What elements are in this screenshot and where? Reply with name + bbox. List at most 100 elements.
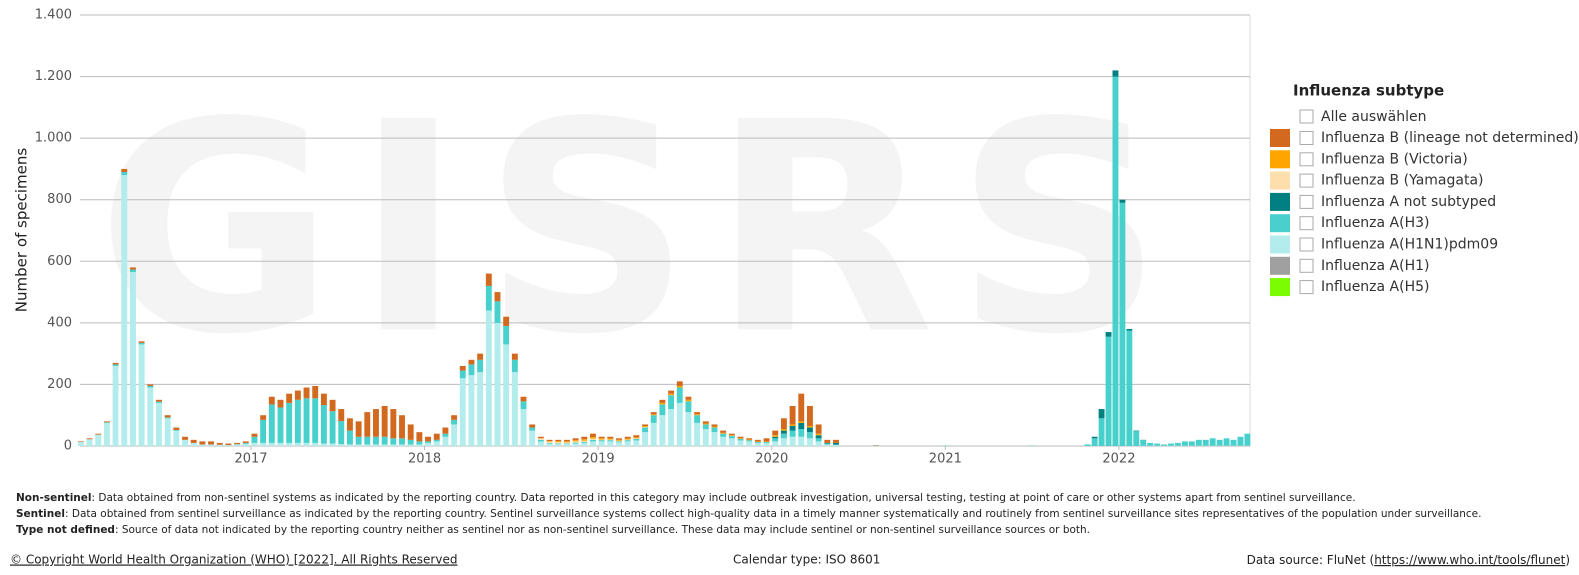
y-tick-label: 1.000 — [35, 131, 72, 146]
bar-segment — [563, 443, 570, 445]
bar-segment — [563, 442, 570, 444]
bar-segment — [833, 439, 839, 443]
bar-segment — [642, 425, 648, 427]
legend-label[interactable]: Influenza A(H3) — [1321, 215, 1430, 231]
bar-segment — [442, 433, 449, 437]
bar-segment — [1084, 444, 1091, 446]
bar-segment — [1112, 76, 1119, 447]
bar-segment — [642, 432, 648, 446]
bar-segment — [702, 423, 709, 425]
copyright[interactable]: © Copyright World Health Organization (W… — [10, 553, 457, 567]
bar-segment — [728, 435, 735, 439]
bar-segment — [242, 443, 249, 446]
bar-segment — [216, 442, 223, 445]
checkbox[interactable] — [1299, 109, 1314, 124]
bar-segment — [789, 405, 796, 425]
bar-segment — [572, 442, 579, 444]
bar-segment — [164, 417, 171, 419]
bar-segment — [268, 404, 275, 443]
checkbox[interactable] — [1299, 258, 1314, 273]
bar-segment — [459, 370, 466, 379]
bar-segment — [685, 401, 692, 413]
bar-segment — [268, 396, 275, 405]
legend-label[interactable]: Influenza A(H5) — [1321, 279, 1430, 295]
bar-segment — [529, 427, 536, 431]
bar-segment — [815, 435, 822, 439]
bar-segment — [563, 439, 570, 442]
legend-select-all[interactable]: Alle auswählen — [1321, 109, 1426, 125]
bar-segment — [364, 412, 371, 437]
bar-segment — [234, 442, 241, 445]
bar-segment — [746, 438, 753, 440]
bar-segment — [216, 444, 223, 446]
bar-segment — [806, 425, 813, 428]
bar-segment — [407, 439, 414, 445]
bar-segment — [590, 433, 596, 438]
bar-segment — [1195, 439, 1202, 446]
bar-segment — [234, 444, 241, 446]
bar-segment — [590, 441, 596, 446]
bar-segment — [780, 429, 787, 431]
legend-label[interactable]: Influenza B (lineage not determined) — [1321, 130, 1579, 146]
bar-segment — [503, 325, 510, 345]
checkbox[interactable] — [1299, 152, 1314, 167]
checkbox[interactable] — [1299, 280, 1314, 295]
bar-segment — [711, 426, 718, 428]
bar-segment — [1237, 436, 1244, 446]
checkbox[interactable] — [1299, 216, 1314, 231]
bar-segment — [642, 426, 648, 428]
x-tick-label: 2018 — [408, 452, 441, 467]
bar-segment — [833, 444, 839, 446]
bar-segment — [494, 322, 501, 446]
legend-label[interactable]: Influenza B (Yamagata) — [1321, 173, 1484, 189]
bar-segment — [390, 409, 397, 439]
bar-segment — [346, 418, 353, 431]
bar-segment — [112, 364, 119, 366]
bar-segment — [511, 359, 518, 373]
bar-segment — [364, 444, 371, 446]
bar-segment — [676, 387, 683, 403]
bar-segment — [1223, 438, 1230, 446]
bar-segment — [824, 443, 831, 445]
bar-segment — [590, 438, 596, 440]
bar-segment — [459, 365, 466, 371]
bar-segment — [156, 399, 162, 402]
bar-segment — [1188, 441, 1195, 446]
bar-segment — [1126, 329, 1133, 331]
bar-segment — [798, 429, 805, 437]
bar-segment — [555, 444, 562, 446]
checkbox[interactable] — [1299, 194, 1314, 209]
bar-segment — [772, 438, 779, 442]
bar-segment — [806, 427, 813, 433]
bar-segment — [373, 409, 379, 437]
checkbox[interactable] — [1299, 173, 1314, 188]
checkbox[interactable] — [1299, 131, 1314, 145]
bar-segment — [138, 344, 145, 446]
bar-segment — [746, 440, 753, 442]
bar-segment — [1209, 438, 1216, 446]
bar-segment — [242, 441, 249, 443]
bar-segment — [303, 442, 310, 446]
bar-segment — [685, 412, 692, 446]
legend-label[interactable]: Influenza B (Victoria) — [1321, 151, 1468, 167]
bar-segment — [103, 421, 110, 423]
legend-label[interactable]: Influenza A(H1) — [1321, 258, 1430, 274]
legend-label[interactable]: Influenza A(H1N1)pdm09 — [1321, 237, 1498, 253]
bar-segment — [277, 399, 284, 408]
legend-label[interactable]: Influenza A not subtyped — [1321, 194, 1496, 210]
note: Sentinel: Data obtained from sentinel su… — [16, 508, 1482, 520]
bar-segment — [399, 444, 405, 446]
bar-segment — [1105, 336, 1112, 446]
bar-segment — [208, 441, 215, 445]
bar-segment — [789, 436, 796, 446]
bar-segment — [312, 442, 319, 446]
bar-segment — [451, 415, 458, 420]
bar-segment — [129, 269, 136, 273]
checkbox[interactable] — [1299, 237, 1314, 252]
bar-segment — [616, 440, 622, 442]
bar-segment — [616, 442, 622, 446]
bar-segment — [1147, 442, 1154, 446]
bar-segment — [251, 442, 258, 446]
source-link[interactable]: https://www.who.int/tools/flunet — [1374, 553, 1565, 567]
bar-segment — [381, 436, 388, 445]
